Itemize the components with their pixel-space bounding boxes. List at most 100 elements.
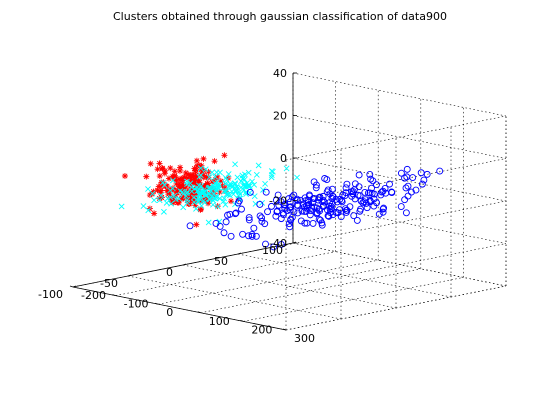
data-point bbox=[225, 171, 232, 177]
data-point bbox=[183, 193, 190, 199]
data-point bbox=[216, 182, 222, 189]
data-point bbox=[361, 188, 369, 196]
data-point bbox=[181, 174, 188, 181]
z-tick-label: 0 bbox=[280, 152, 287, 165]
data-point bbox=[231, 210, 239, 218]
data-point bbox=[151, 197, 158, 204]
data-point bbox=[313, 204, 321, 212]
data-point bbox=[370, 190, 378, 198]
data-point bbox=[121, 173, 128, 180]
data-point bbox=[326, 205, 334, 213]
data-point bbox=[206, 174, 213, 181]
z-tick-label: 40 bbox=[273, 67, 287, 80]
data-point bbox=[277, 240, 285, 248]
x-tick-label: 50 bbox=[214, 255, 228, 268]
data-point bbox=[193, 196, 200, 203]
grid-line bbox=[127, 275, 342, 320]
data-point bbox=[192, 167, 199, 174]
data-point bbox=[274, 191, 282, 199]
data-point bbox=[297, 217, 305, 225]
data-point bbox=[160, 208, 167, 215]
data-point bbox=[209, 169, 216, 176]
data-point bbox=[205, 168, 212, 175]
data-point bbox=[379, 187, 387, 195]
data-point bbox=[216, 188, 223, 195]
data-point bbox=[375, 210, 383, 218]
data-point bbox=[336, 195, 344, 203]
y-tick-mark bbox=[240, 320, 244, 322]
data-point bbox=[227, 180, 233, 187]
data-point bbox=[183, 194, 190, 201]
data-point bbox=[294, 209, 302, 217]
data-point bbox=[184, 181, 190, 188]
data-point bbox=[222, 201, 229, 208]
data-point bbox=[168, 200, 175, 207]
grid-line bbox=[115, 251, 336, 296]
data-point bbox=[269, 168, 276, 175]
data-point bbox=[232, 188, 239, 195]
data-point bbox=[222, 218, 230, 226]
data-point bbox=[245, 232, 253, 240]
data-point bbox=[245, 169, 252, 176]
y-tick-mark bbox=[197, 311, 201, 314]
y-tick-label: 100 bbox=[209, 315, 230, 328]
x-tick-mark bbox=[72, 285, 77, 288]
data-point bbox=[232, 161, 239, 168]
data-point bbox=[241, 183, 248, 190]
data-point bbox=[193, 184, 200, 191]
chart-title: Clusters obtained through gaussian class… bbox=[113, 10, 447, 23]
data-point bbox=[386, 180, 393, 188]
z-tick-label: -20 bbox=[269, 195, 287, 208]
grid-line bbox=[158, 259, 379, 305]
data-point bbox=[402, 209, 410, 217]
data-point bbox=[185, 171, 192, 178]
data-point bbox=[315, 206, 323, 213]
data-point bbox=[323, 176, 331, 183]
data-point bbox=[253, 171, 260, 178]
data-point bbox=[312, 184, 320, 192]
data-point bbox=[328, 194, 336, 202]
data-point bbox=[404, 192, 412, 200]
data-point bbox=[190, 173, 197, 180]
data-point bbox=[199, 168, 206, 175]
data-point bbox=[270, 243, 278, 251]
data-point bbox=[182, 184, 189, 191]
data-point bbox=[319, 192, 327, 200]
data-point bbox=[298, 207, 306, 215]
data-point bbox=[176, 185, 183, 192]
grid-line bbox=[292, 157, 507, 202]
data-point bbox=[377, 191, 385, 199]
data-point bbox=[193, 190, 200, 197]
data-point bbox=[232, 180, 238, 187]
data-point bbox=[350, 212, 358, 220]
data-point bbox=[184, 189, 191, 195]
data-point bbox=[161, 167, 168, 174]
data-point bbox=[366, 171, 374, 178]
data-point bbox=[171, 192, 178, 199]
grid-line bbox=[200, 268, 421, 314]
data-point bbox=[307, 207, 315, 215]
data-point bbox=[220, 229, 228, 237]
data-point bbox=[256, 201, 264, 208]
data-point bbox=[404, 182, 412, 190]
data-point bbox=[343, 180, 351, 188]
data-point bbox=[156, 173, 163, 180]
data-point bbox=[280, 201, 288, 209]
y-tick-label: -100 bbox=[124, 298, 149, 311]
y-tick-mark bbox=[69, 285, 74, 288]
data-point bbox=[221, 152, 228, 159]
data-point bbox=[176, 176, 183, 183]
data-point bbox=[190, 180, 197, 187]
data-point bbox=[258, 214, 266, 222]
data-point bbox=[241, 186, 247, 193]
data-point bbox=[238, 184, 244, 191]
data-point bbox=[238, 178, 244, 185]
data-point bbox=[201, 188, 208, 195]
data-point bbox=[193, 205, 199, 212]
data-point bbox=[363, 204, 371, 212]
data-point bbox=[281, 204, 289, 212]
data-point bbox=[156, 197, 163, 204]
data-point bbox=[200, 186, 207, 193]
data-point bbox=[151, 210, 158, 217]
data-point bbox=[176, 183, 183, 190]
